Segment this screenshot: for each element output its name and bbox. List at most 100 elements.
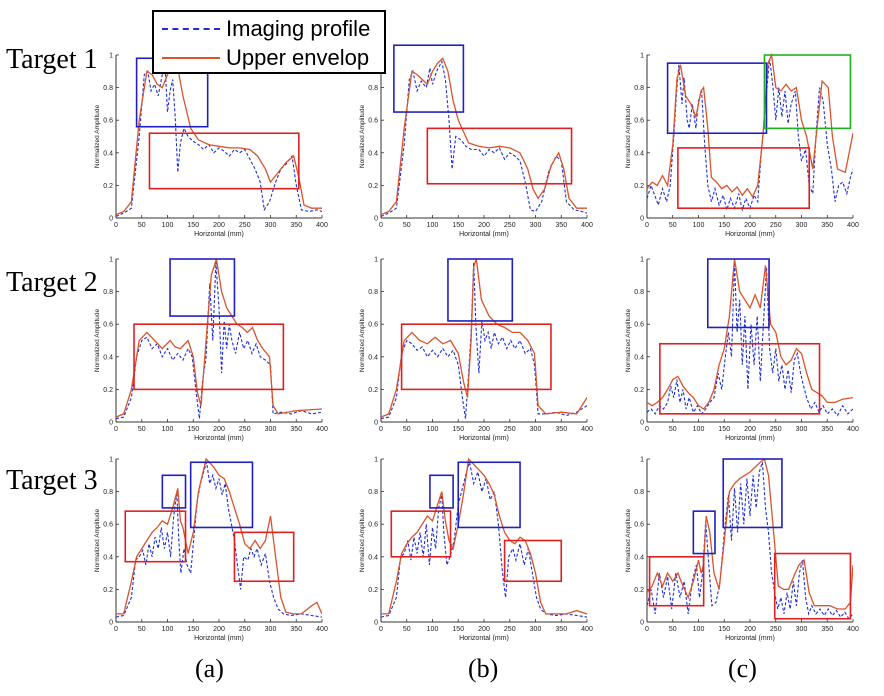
x-tick-label: 300	[265, 626, 277, 633]
y-tick-label: 0.2	[368, 587, 378, 594]
y-tick-label: 0.6	[103, 118, 113, 125]
y-tick-label: 0.8	[368, 289, 378, 296]
highlight-box-blue	[447, 258, 514, 322]
series-upper-envelop	[381, 457, 587, 615]
highlight-box-red	[426, 127, 573, 185]
y-tick-label: 1	[640, 53, 644, 60]
x-tick-label: 150	[452, 222, 464, 229]
x-tick-label: 350	[555, 222, 567, 229]
series-upper-envelop	[647, 457, 853, 610]
y-axis-label: Normalized Amplitude	[94, 509, 101, 573]
y-tick-label: 0.4	[103, 354, 113, 361]
x-tick-label: 250	[504, 626, 516, 633]
y-tick-label: 1	[109, 457, 113, 464]
x-tick-label: 50	[669, 626, 677, 633]
x-tick-label: 50	[669, 222, 677, 229]
y-tick-label: 0.6	[634, 322, 644, 329]
x-tick-label: 400	[847, 426, 859, 433]
y-tick-label: 0.8	[368, 85, 378, 92]
chart-t2b: 0 50 100 150 200 250 300 350 400 0 0.2 0.4 0.6 0.8 1 Ho…	[359, 257, 593, 443]
y-tick-label: 0.2	[103, 183, 113, 190]
x-tick-label: 150	[187, 222, 199, 229]
x-tick-label: 400	[847, 222, 859, 229]
y-axis-label: Normalized Amplitude	[359, 309, 366, 373]
highlight-box-red	[124, 510, 187, 563]
x-tick-label: 200	[744, 426, 756, 433]
x-axis-label: Horizontal (mm)	[725, 231, 775, 238]
y-tick-label: 0	[640, 420, 644, 427]
chart-t1c: 0 50 100 150 200 250 300 350 400 0 0.2 0.4 0.6 0.8 1 Ho…	[625, 53, 859, 239]
y-tick-label: 0.4	[103, 554, 113, 561]
y-tick-label: 0.8	[103, 85, 113, 92]
x-tick-label: 200	[744, 222, 756, 229]
y-tick-label: 0	[640, 620, 644, 627]
y-tick-label: 0.2	[634, 387, 644, 394]
series-upper-envelop	[381, 57, 587, 216]
x-tick-label: 100	[427, 626, 439, 633]
y-tick-label: 1	[374, 257, 378, 264]
x-tick-label: 150	[718, 426, 730, 433]
x-tick-label: 50	[138, 222, 146, 229]
x-tick-label: 0	[114, 626, 118, 633]
x-tick-label: 0	[379, 626, 383, 633]
y-tick-label: 0	[374, 216, 378, 223]
y-tick-label: 0.2	[368, 183, 378, 190]
highlight-box-red	[233, 531, 295, 583]
x-axis-label: Horizontal (mm)	[725, 635, 775, 642]
series-imaging-profile	[381, 262, 587, 420]
column-label-a: (a)	[195, 654, 224, 683]
y-tick-label: 0.2	[103, 587, 113, 594]
y-tick-label: 0.8	[103, 289, 113, 296]
y-tick-label: 1	[109, 53, 113, 60]
highlight-box-blue	[429, 474, 454, 509]
y-tick-label: 0.2	[634, 587, 644, 594]
x-tick-label: 0	[114, 222, 118, 229]
y-tick-label: 1	[374, 457, 378, 464]
x-axis-label: Horizontal (mm)	[194, 635, 244, 642]
series-upper-envelop	[381, 258, 587, 418]
x-tick-label: 400	[316, 222, 328, 229]
y-tick-label: 0.2	[368, 387, 378, 394]
x-tick-label: 400	[316, 426, 328, 433]
series-imaging-profile	[116, 63, 322, 217]
highlight-box-red	[503, 539, 563, 583]
x-tick-label: 300	[530, 626, 542, 633]
row-label-target-2: Target 2	[6, 267, 98, 298]
y-tick-label: 0.6	[103, 522, 113, 529]
x-tick-label: 250	[239, 426, 251, 433]
column-label-b: (b)	[468, 654, 499, 683]
y-tick-label: 0.6	[368, 118, 378, 125]
x-tick-label: 400	[581, 426, 593, 433]
y-tick-label: 0.8	[368, 489, 378, 496]
y-tick-label: 0.4	[368, 354, 378, 361]
y-tick-label: 0.8	[103, 489, 113, 496]
x-tick-label: 100	[693, 222, 705, 229]
x-tick-label: 100	[693, 626, 705, 633]
series-upper-envelop	[116, 62, 322, 216]
x-axis-label: Horizontal (mm)	[459, 435, 509, 442]
series-upper-envelop	[647, 258, 853, 410]
chart-t1a: 0 50 100 150 200 250 300 350 400 0 0.2 0.4 0.6 0.8 1 Ho…	[94, 53, 328, 239]
highlight-box-red	[390, 510, 452, 558]
series-imaging-profile	[381, 59, 587, 217]
x-tick-label: 300	[530, 222, 542, 229]
column-label-c: (c)	[728, 654, 757, 683]
x-axis-label: Horizontal (mm)	[725, 435, 775, 442]
legend-label-imaging-profile: Imaging profile	[226, 16, 371, 41]
x-tick-label: 100	[162, 222, 174, 229]
row-label-target-3: Target 3	[6, 465, 98, 496]
chart-t1b: 05010015020025030035040000.20.40.60.81Ho…	[359, 44, 593, 238]
highlight-box-blue	[189, 461, 254, 529]
highlight-box-red	[400, 323, 552, 391]
x-tick-label: 0	[645, 626, 649, 633]
x-tick-label: 0	[379, 426, 383, 433]
y-tick-label: 0.8	[634, 289, 644, 296]
y-tick-label: 0.6	[634, 522, 644, 529]
highlight-box-red	[677, 147, 811, 210]
y-tick-label: 0.4	[368, 150, 378, 157]
y-tick-label: 0.6	[103, 322, 113, 329]
x-tick-label: 150	[452, 426, 464, 433]
y-tick-label: 0	[640, 216, 644, 223]
x-axis-label: Horizontal (mm)	[459, 231, 509, 238]
